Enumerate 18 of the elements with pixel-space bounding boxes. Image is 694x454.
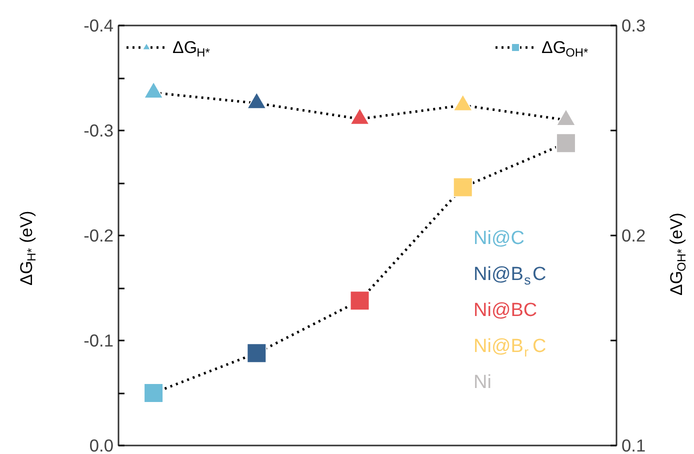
point	[350, 290, 370, 311]
point	[452, 177, 473, 198]
y2-tick-label: 0.2	[622, 226, 646, 246]
y-tick-label: -0.4	[84, 16, 114, 36]
y-axis-title: ΔGH* (eV)	[17, 210, 39, 286]
point	[144, 383, 164, 403]
y2-axis-title: ΔGOH* (eV)	[667, 212, 689, 296]
annotation: Ni@C	[474, 228, 524, 249]
point	[246, 343, 267, 364]
y-tick-label: -0.1	[84, 330, 114, 350]
annotation: Ni	[474, 372, 492, 393]
annotation: Ni@BC	[474, 300, 538, 321]
y2-tick-label: 0.1	[622, 436, 646, 454]
y-tick-label: -0.2	[84, 226, 114, 246]
y2-tick-label: 0.3	[622, 16, 646, 36]
point	[556, 133, 576, 154]
y-tick-label: -0.3	[84, 120, 114, 140]
y-tick-label: 0.0	[89, 436, 114, 454]
